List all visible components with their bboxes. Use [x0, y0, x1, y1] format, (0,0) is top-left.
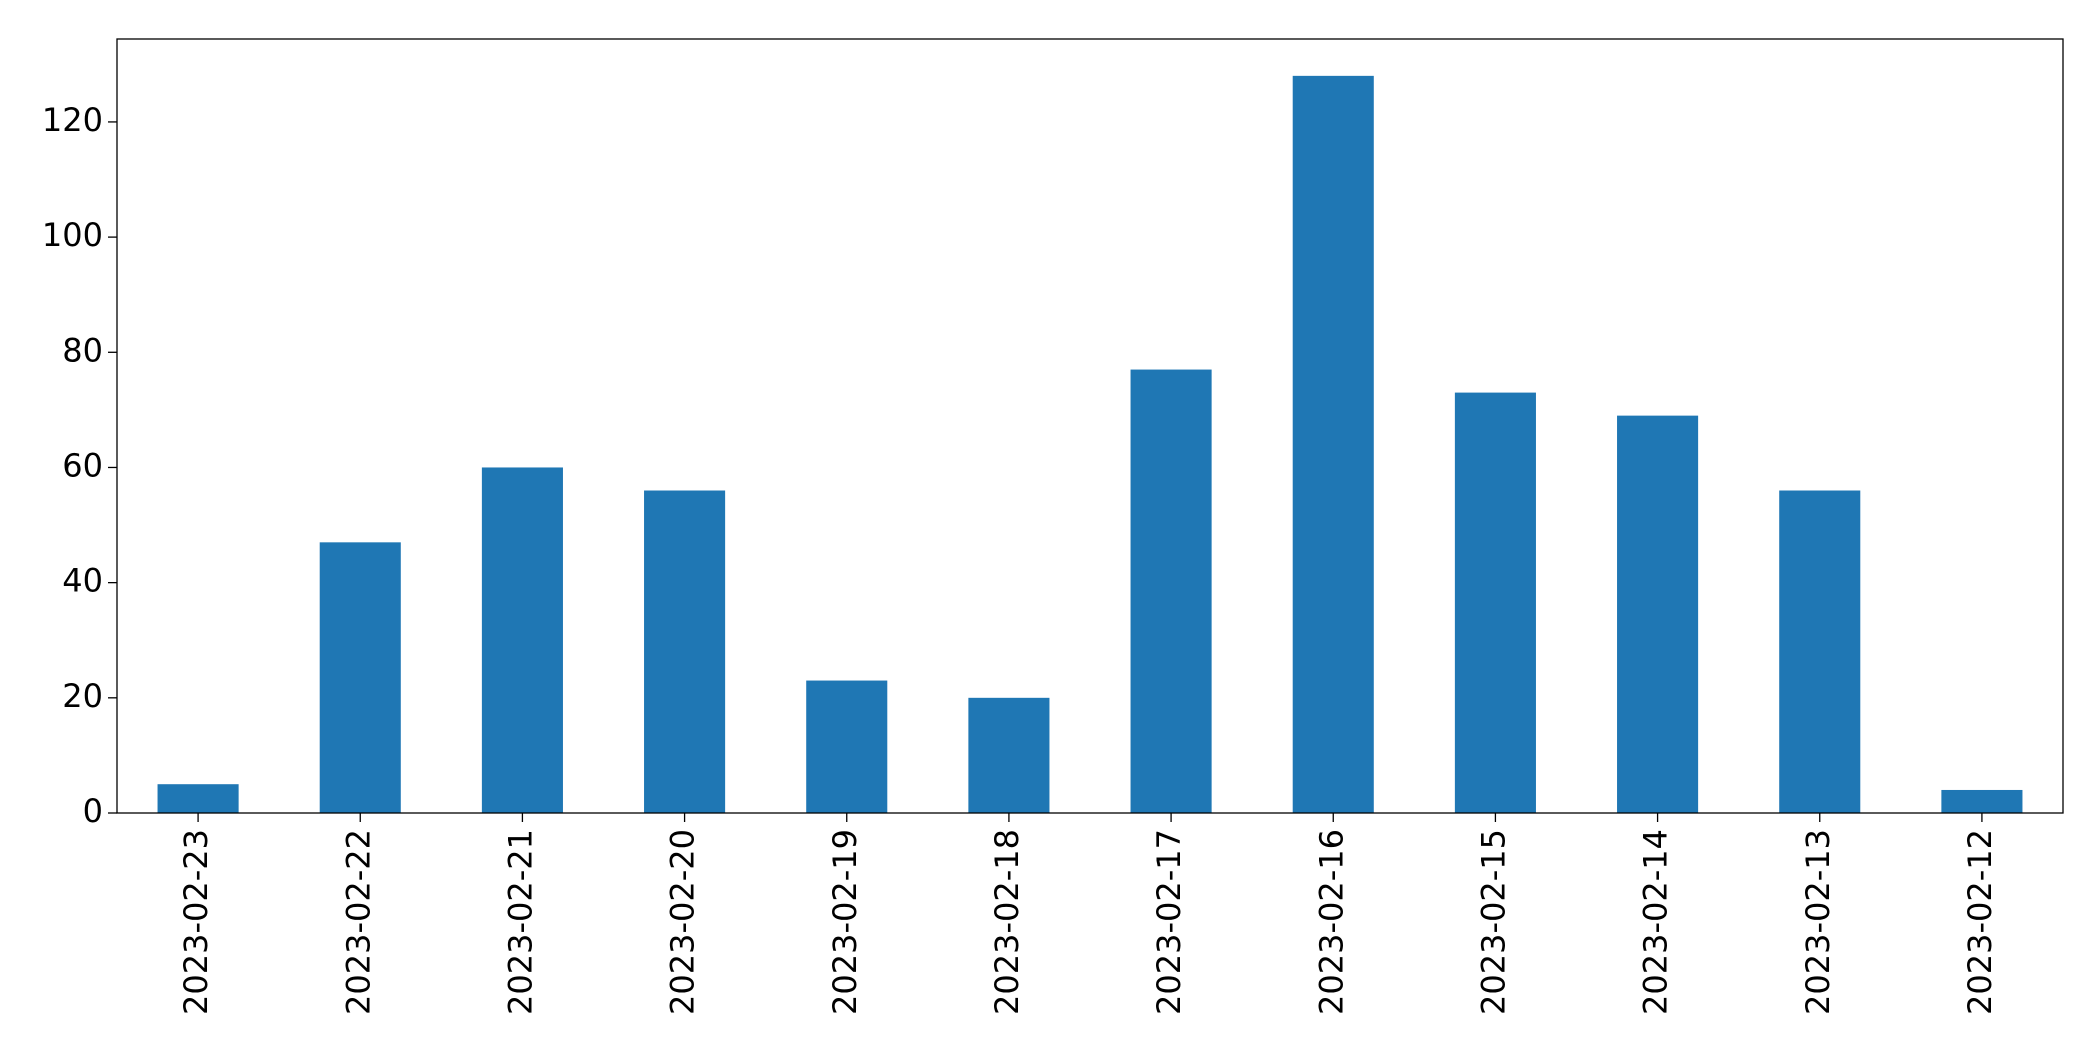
x-tick-label: 2023-02-23 — [177, 829, 215, 1015]
x-tick-label: 2023-02-16 — [1312, 829, 1350, 1015]
bar — [1779, 490, 1861, 813]
y-tick-label: 60 — [62, 446, 103, 484]
bar — [1617, 415, 1699, 813]
bar — [644, 490, 726, 813]
bar — [319, 542, 401, 813]
y-tick-label: 120 — [42, 101, 103, 139]
bar — [806, 680, 888, 813]
x-tick-label: 2023-02-13 — [1799, 829, 1837, 1015]
x-tick-label: 2023-02-22 — [339, 829, 377, 1015]
bar — [1941, 789, 2023, 813]
x-tick-label: 2023-02-14 — [1637, 829, 1675, 1015]
x-tick-label: 2023-02-20 — [664, 829, 702, 1015]
y-tick-label: 0 — [83, 792, 103, 830]
x-tick-label: 2023-02-21 — [501, 829, 539, 1015]
y-tick-label: 20 — [62, 677, 103, 715]
bar — [1292, 75, 1374, 814]
bar — [968, 697, 1050, 813]
x-tick-label: 2023-02-19 — [826, 829, 864, 1015]
bar — [1454, 392, 1536, 813]
x-tick-label: 2023-02-18 — [988, 829, 1026, 1015]
plot-frame — [116, 38, 2064, 814]
x-tick-label: 2023-02-15 — [1474, 829, 1512, 1015]
bar — [157, 784, 239, 813]
y-tick-label: 80 — [62, 331, 103, 369]
y-tick-label: 100 — [42, 216, 103, 254]
x-tick-label: 2023-02-12 — [1961, 829, 1999, 1015]
y-tick-label: 40 — [62, 562, 103, 600]
bar — [481, 467, 563, 813]
x-tick-label: 2023-02-17 — [1150, 829, 1188, 1015]
bar — [1130, 369, 1212, 813]
